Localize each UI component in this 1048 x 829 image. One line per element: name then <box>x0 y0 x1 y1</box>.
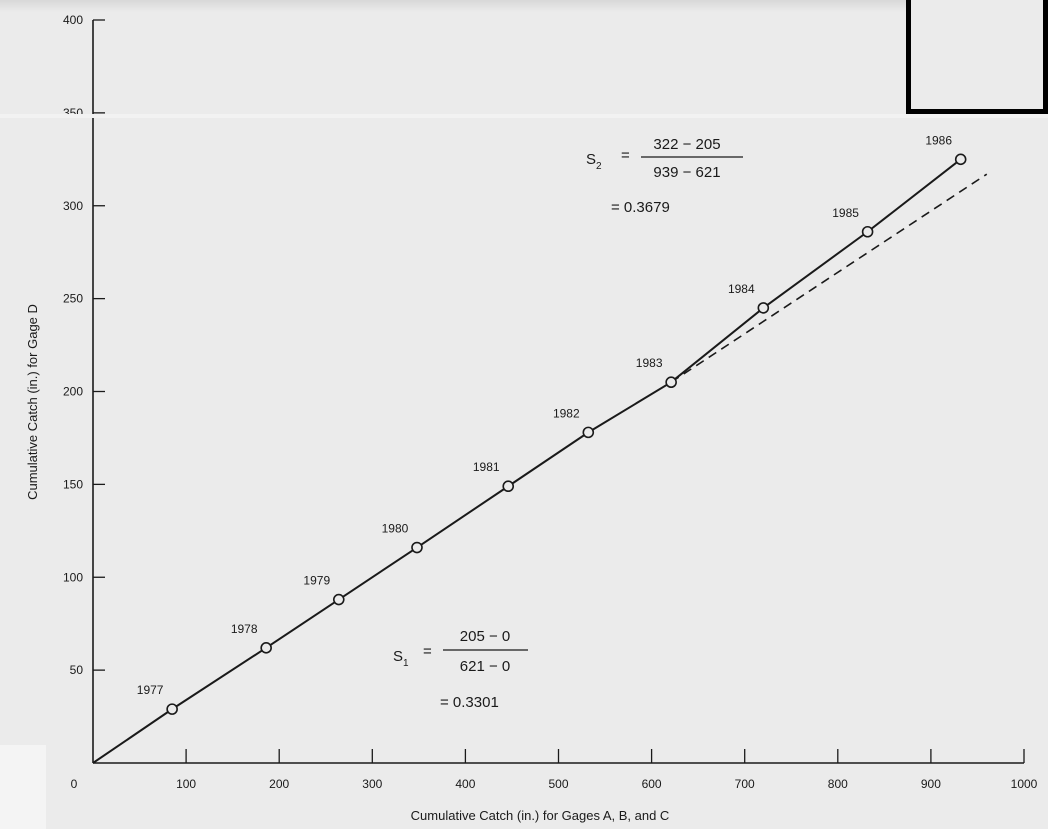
year-label-1977: 1977 <box>137 683 164 697</box>
x-tick-label: 400 <box>455 777 475 791</box>
x-tick-label: 700 <box>735 777 755 791</box>
year-label-1981: 1981 <box>473 460 500 474</box>
x-tick-label: 100 <box>176 777 196 791</box>
s2-numerator: 322 − 205 <box>653 136 720 153</box>
data-point-1978 <box>260 642 272 654</box>
slope-s1-annotation: S1 = 205 − 0 621 − 0 = 0.3301 <box>393 628 528 711</box>
year-label-1984: 1984 <box>728 282 755 296</box>
s2-denominator: 939 − 621 <box>653 164 720 181</box>
data-point-1985 <box>861 225 874 238</box>
slope-s2-annotation: S2 = 322 − 205 939 − 621 = 0.3679 <box>586 136 743 216</box>
x-tick-label: 900 <box>921 777 941 791</box>
data-point-1977 <box>166 703 178 715</box>
s2-result: = 0.3679 <box>611 199 670 216</box>
x-tick-label: 300 <box>362 777 382 791</box>
y-tick-label: 400 <box>63 13 83 27</box>
s1-numerator: 205 − 0 <box>460 628 510 645</box>
data-point-1984 <box>757 302 770 314</box>
year-label-1985: 1985 <box>832 206 859 220</box>
s1-symbol: S1 <box>393 648 409 669</box>
y-tick-label: 150 <box>63 477 83 491</box>
scan-left-strip <box>0 745 46 829</box>
data-point-1982 <box>582 426 595 439</box>
year-labels: 1977 1978 1979 1980 1981 1982 1983 1984 1985 1986 <box>137 133 953 697</box>
x-tick-label: 800 <box>828 777 848 791</box>
x-tick-label: 500 <box>548 777 568 791</box>
x-tick-label: 0 <box>71 777 78 791</box>
data-point-1983 <box>665 376 677 389</box>
y-tick-label: 250 <box>63 292 83 306</box>
year-label-1978: 1978 <box>231 622 258 636</box>
y-axis-label: Cumulative Catch (in.) for Gage D <box>25 304 40 500</box>
scan-top-band <box>0 0 1048 12</box>
year-label-1983: 1983 <box>636 356 663 370</box>
y-tick-label: 100 <box>63 570 83 584</box>
data-point-1979 <box>332 593 345 606</box>
y-tick-label: 50 <box>70 663 84 677</box>
year-label-1982: 1982 <box>553 406 580 420</box>
data-point-1980 <box>411 541 423 554</box>
data-point-1981 <box>502 480 515 493</box>
black-frame-overlay <box>906 0 1048 114</box>
scan-light-strip <box>0 114 1048 118</box>
x-tick-label: 200 <box>269 777 289 791</box>
svg-text:=: = <box>423 643 432 660</box>
year-label-1986: 1986 <box>925 133 952 147</box>
data-points <box>166 153 967 715</box>
axes <box>92 20 1024 764</box>
s2-symbol: S2 <box>586 151 602 172</box>
series-lines <box>92 158 988 764</box>
projected-trend-dashed-line <box>670 173 988 383</box>
year-label-1980: 1980 <box>382 522 409 536</box>
s1-result: = 0.3301 <box>440 694 499 711</box>
year-label-1979: 1979 <box>303 574 330 588</box>
svg-text:=: = <box>621 147 630 164</box>
y-tick-label: 300 <box>63 199 83 213</box>
x-axis-label: Cumulative Catch (in.) for Gages A, B, a… <box>411 808 670 823</box>
cumulative-catch-line <box>92 158 962 764</box>
y-tick-label: 200 <box>63 385 83 399</box>
x-tick-label: 600 <box>642 777 662 791</box>
x-axis-ticks: 0 100 200 300 400 500 600 700 800 900 1000 <box>71 749 1038 791</box>
data-point-1986 <box>954 153 967 166</box>
x-tick-label: 1000 <box>1011 777 1038 791</box>
s1-denominator: 621 − 0 <box>460 658 510 675</box>
